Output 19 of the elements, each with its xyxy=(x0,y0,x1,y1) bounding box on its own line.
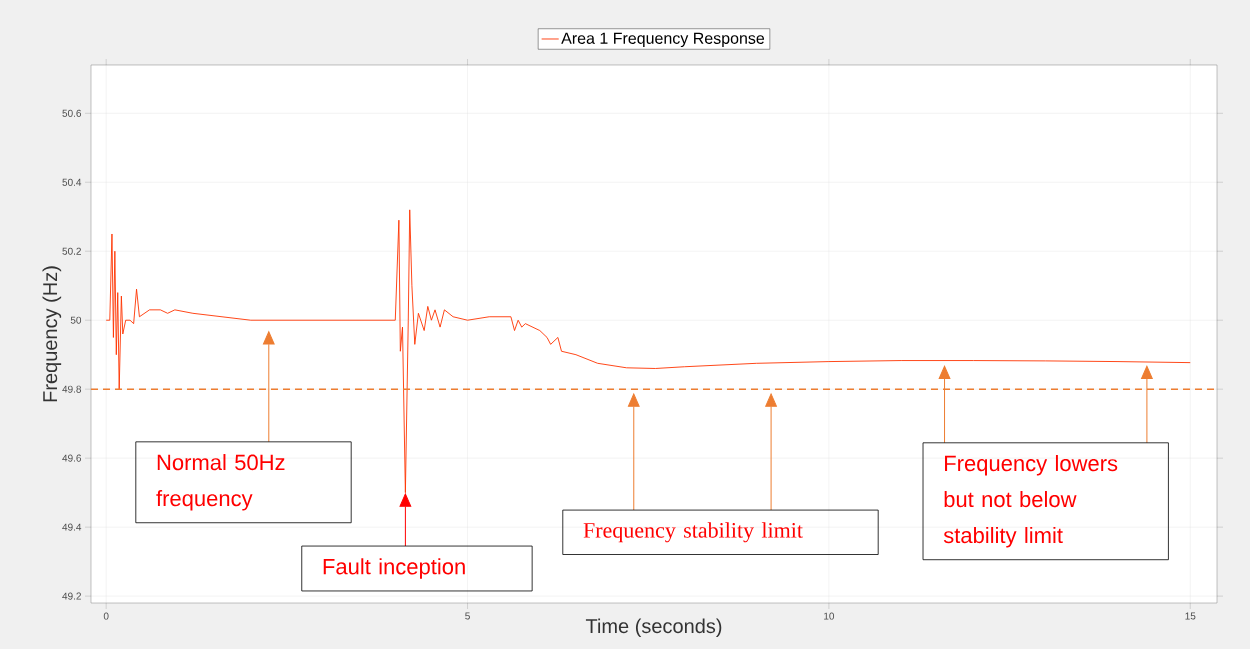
annotation: Fault inception xyxy=(323,558,465,579)
annotation: Frequency lowers but not below stability limit xyxy=(943,455,1118,548)
y-tick-label: 50.2 xyxy=(62,247,81,255)
x-tick-label: 5 xyxy=(465,612,470,620)
annotation: Normal 50Hz frequency xyxy=(156,454,285,511)
x-tick-label: 10 xyxy=(824,612,835,620)
y-axis-title: Frequency (Hz) xyxy=(42,266,62,402)
y-tick-label: 50.4 xyxy=(62,178,82,186)
legend-label: Area 1 Frequency Response xyxy=(561,32,765,48)
x-axis-title: Time (seconds) xyxy=(585,618,722,638)
x-tick-label: 15 xyxy=(1185,612,1196,620)
y-tick-label: 49.4 xyxy=(62,523,82,531)
y-tick-label: 49.8 xyxy=(62,385,82,393)
y-tick-label: 50 xyxy=(70,316,82,324)
x-tick-label: 0 xyxy=(103,612,109,620)
annotation: Frequency stability limit xyxy=(583,522,803,543)
y-tick-label: 50.6 xyxy=(62,109,82,117)
y-tick-label: 49.6 xyxy=(62,454,82,462)
y-tick-label: 49.2 xyxy=(62,592,81,600)
